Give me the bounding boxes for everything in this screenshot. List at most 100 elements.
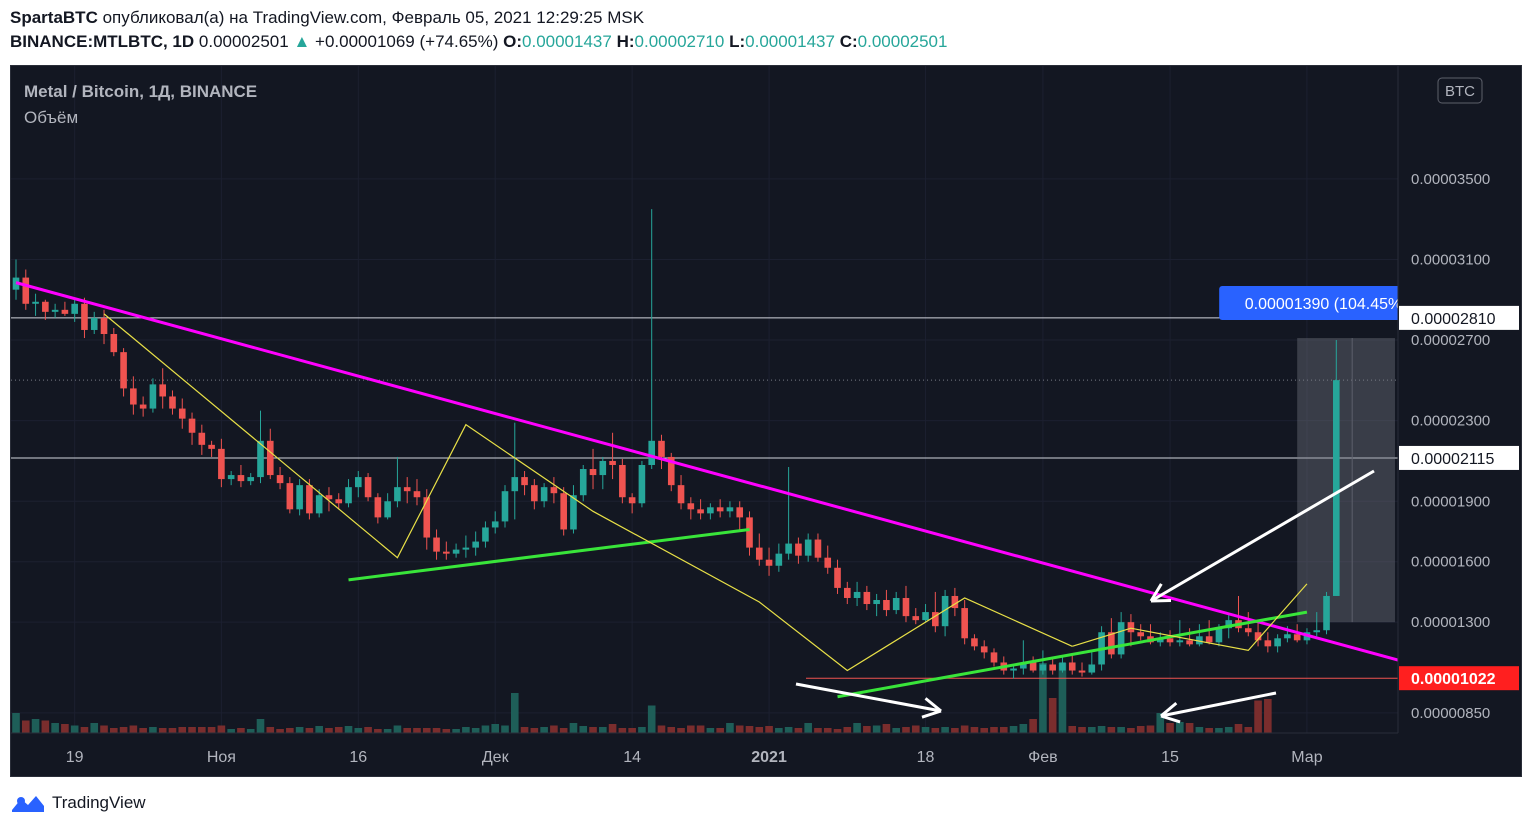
candle-body[interactable] — [462, 547, 470, 550]
candle-body[interactable] — [521, 477, 528, 486]
measure-box[interactable] — [1297, 338, 1395, 623]
candle-body[interactable] — [951, 595, 959, 609]
currency-badge-box[interactable] — [1437, 77, 1483, 104]
candle-body[interactable] — [130, 388, 137, 405]
candle-body[interactable] — [218, 448, 225, 480]
candle-body[interactable] — [932, 612, 939, 627]
candle-body[interactable] — [394, 487, 401, 502]
candle-body[interactable] — [1196, 636, 1203, 645]
candle-body[interactable] — [1029, 662, 1037, 671]
candle-body[interactable] — [804, 539, 812, 556]
candle-body[interactable] — [892, 597, 900, 611]
candle-body[interactable] — [1176, 640, 1184, 643]
candle-body[interactable] — [413, 491, 421, 498]
candle-body[interactable] — [873, 600, 880, 605]
candle-body[interactable] — [61, 309, 69, 314]
candle-body[interactable] — [1264, 640, 1272, 647]
candle-body[interactable] — [374, 497, 382, 518]
candle-body[interactable] — [638, 464, 646, 504]
candle-body[interactable] — [100, 317, 108, 335]
candle-body[interactable] — [971, 638, 978, 647]
candle-body[interactable] — [452, 549, 460, 554]
candle-body[interactable] — [120, 352, 127, 389]
candle-body[interactable] — [491, 521, 499, 528]
candle-body[interactable] — [81, 303, 88, 330]
chart-frame[interactable]: 0.00001390 (104.45%) 1390 0.00000850 0.00… — [10, 65, 1522, 777]
candle-body[interactable] — [1039, 664, 1047, 671]
candle-body[interactable] — [765, 559, 773, 566]
candle-body[interactable] — [296, 485, 303, 510]
candle-body[interactable] — [1313, 630, 1321, 633]
price-chart[interactable]: 0.00001390 (104.45%) 1390 0.00000850 0.00… — [11, 66, 1521, 776]
candle-body[interactable] — [355, 477, 362, 488]
candle-body[interactable] — [90, 317, 98, 330]
publisher[interactable]: SpartaBTC — [10, 8, 98, 27]
candle-body[interactable] — [482, 527, 489, 542]
candle-body[interactable] — [403, 487, 411, 492]
candle-body[interactable] — [697, 509, 704, 514]
candle-body[interactable] — [609, 460, 616, 465]
candle-body[interactable] — [42, 301, 49, 312]
candle-body[interactable] — [266, 440, 274, 476]
candle-body[interactable] — [1284, 634, 1291, 639]
candle-body[interactable] — [912, 616, 920, 621]
candle-body[interactable] — [1254, 632, 1262, 641]
candle-body[interactable] — [540, 487, 548, 502]
candle-body[interactable] — [560, 493, 567, 530]
candle-body[interactable] — [755, 547, 763, 560]
candle-body[interactable] — [589, 469, 597, 476]
candle-body[interactable] — [364, 477, 372, 498]
candle-body[interactable] — [335, 499, 343, 504]
candle-body[interactable] — [315, 495, 323, 514]
candle-body[interactable] — [139, 404, 147, 409]
candle-body[interactable] — [961, 608, 968, 639]
candle-body[interactable] — [980, 646, 988, 653]
candle-body[interactable] — [208, 444, 215, 449]
currency-badge[interactable]: BTC — [1445, 83, 1475, 100]
candle-body[interactable] — [628, 497, 636, 504]
tradingview-logo-icon[interactable] — [10, 792, 46, 814]
candle-body[interactable] — [844, 587, 851, 598]
candle-body[interactable] — [1137, 632, 1144, 637]
green-support-2-trendline[interactable] — [837, 610, 1308, 699]
candle-body[interactable] — [746, 517, 753, 548]
candle-body[interactable] — [1049, 664, 1056, 671]
zigzag-pattern[interactable] — [1072, 583, 1308, 652]
candle-body[interactable] — [237, 475, 245, 482]
candle-body[interactable] — [579, 469, 587, 496]
candle-body[interactable] — [677, 485, 685, 504]
candle-body[interactable] — [384, 501, 391, 518]
candle-body[interactable] — [716, 507, 724, 512]
candle-body[interactable] — [257, 440, 264, 478]
candle-body[interactable] — [883, 600, 890, 611]
candle-body[interactable] — [178, 408, 186, 419]
candle-body[interactable] — [472, 541, 479, 548]
candle-body[interactable] — [110, 334, 118, 353]
candle-body[interactable] — [550, 487, 558, 494]
candle-body[interactable] — [1323, 595, 1330, 631]
candle-body[interactable] — [834, 567, 841, 588]
candle-body[interactable] — [1156, 638, 1164, 643]
candle-body[interactable] — [22, 277, 30, 304]
candle-body[interactable] — [1225, 620, 1233, 629]
candle-body[interactable] — [306, 485, 313, 514]
time-axis[interactable] — [11, 733, 1521, 776]
candle-body[interactable] — [501, 491, 509, 522]
candle-body[interactable] — [286, 483, 294, 510]
candle-body[interactable] — [795, 543, 802, 556]
candle-body[interactable] — [570, 495, 577, 530]
candle-body[interactable] — [687, 503, 695, 510]
candle-body[interactable] — [599, 460, 607, 476]
candle-body[interactable] — [51, 309, 59, 312]
candle-body[interactable] — [1059, 662, 1066, 671]
candle-body[interactable] — [853, 591, 861, 598]
price-axis[interactable] — [1398, 66, 1521, 776]
candle-body[interactable] — [658, 440, 665, 457]
candle-body[interactable] — [1166, 638, 1174, 643]
candle-body[interactable] — [345, 487, 352, 504]
candle-body[interactable] — [1186, 640, 1193, 645]
candle-body[interactable] — [159, 384, 166, 397]
candle-body[interactable] — [1333, 380, 1340, 596]
volume-arrow-left[interactable] — [795, 682, 942, 713]
candle-body[interactable] — [188, 418, 196, 433]
